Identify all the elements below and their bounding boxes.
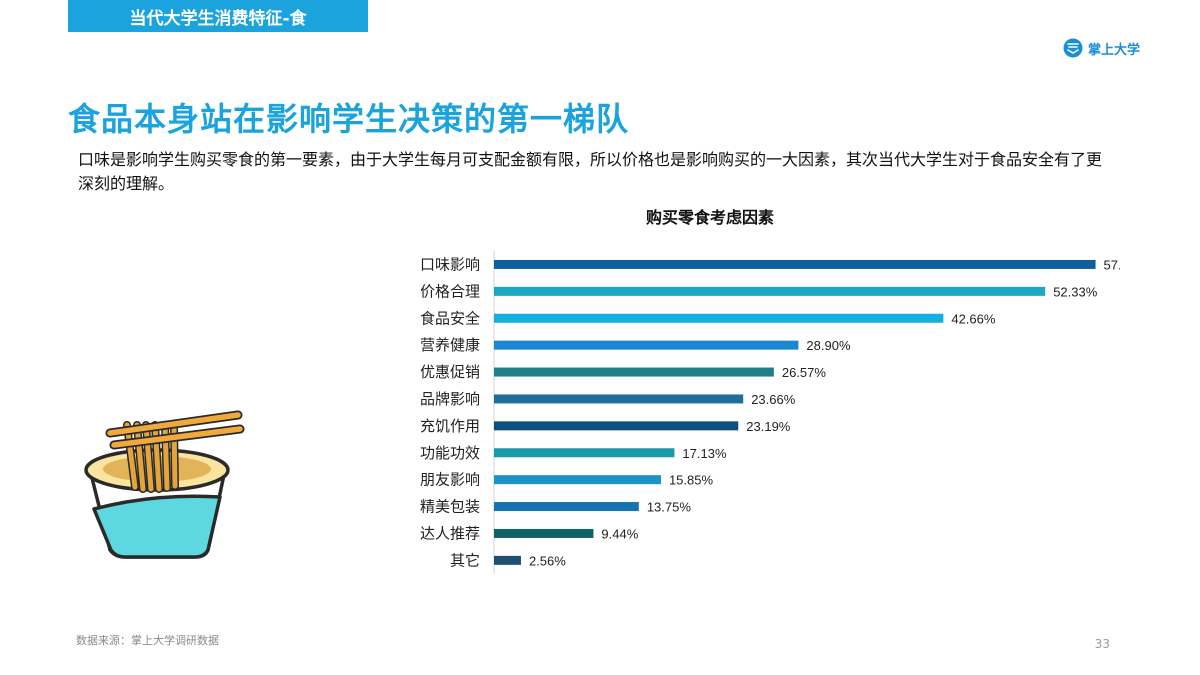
category-label: 口味影响	[420, 255, 480, 273]
value-label: 15.85%	[669, 473, 714, 488]
category-label: 价格合理	[420, 282, 480, 300]
category-label: 营养健康	[420, 336, 480, 354]
bar	[494, 259, 1096, 269]
bar-chart: 口味影响 57.11% 价格合理 52.33% 食品安全 42.66% 营养健康 28.90%…	[420, 251, 1120, 574]
value-label: 17.13%	[682, 446, 727, 461]
brand-logo-icon	[1063, 38, 1083, 58]
bar	[494, 475, 661, 485]
value-label: 2.56%	[529, 553, 566, 568]
bar	[494, 421, 739, 431]
brand-name: 掌上大学	[1087, 42, 1140, 58]
category-label: 优惠促销	[420, 363, 480, 381]
value-label: 23.19%	[746, 419, 791, 434]
value-label: 13.75%	[647, 500, 692, 515]
bar	[494, 340, 799, 350]
category-label: 朋友影响	[420, 471, 480, 489]
noodle-cup-illustration	[84, 410, 245, 559]
category-label: 其它	[450, 551, 480, 569]
category-label: 品牌影响	[420, 390, 480, 408]
category-label: 功能功效	[420, 444, 480, 462]
bar	[494, 502, 639, 512]
bar	[494, 367, 774, 377]
value-label: 42.66%	[951, 311, 996, 326]
bar	[494, 528, 594, 538]
bar	[494, 394, 744, 404]
bar	[494, 555, 521, 565]
page-description: 口味是影响学生购买零食的第一要素，由于大学生每月可支配金额有限，所以价格也是影响…	[78, 150, 1103, 193]
bar	[494, 286, 1046, 296]
bar	[494, 448, 675, 458]
brand: 掌上大学	[1063, 38, 1140, 58]
value-label: 28.90%	[806, 338, 851, 353]
page-number: 33	[1094, 637, 1110, 651]
page-headline: 食品本身站在影响学生决策的第一梯队	[68, 100, 630, 138]
section-tab: 当代大学生消费特征-食	[68, 0, 368, 32]
category-label: 精美包装	[420, 498, 480, 516]
category-label: 达人推荐	[420, 524, 480, 542]
value-label: 26.57%	[782, 365, 827, 380]
value-label: 52.33%	[1053, 284, 1098, 299]
category-label: 食品安全	[420, 309, 480, 327]
category-label: 充饥作用	[420, 417, 480, 435]
data-source-note: 数据来源：掌上大学调研数据	[76, 634, 219, 647]
bar	[494, 313, 944, 323]
value-label: 9.44%	[601, 526, 638, 541]
chart-title: 购买零食考虑因素	[645, 208, 774, 227]
value-label: 23.66%	[751, 392, 796, 407]
value-label: 57.11%	[1104, 257, 1120, 272]
